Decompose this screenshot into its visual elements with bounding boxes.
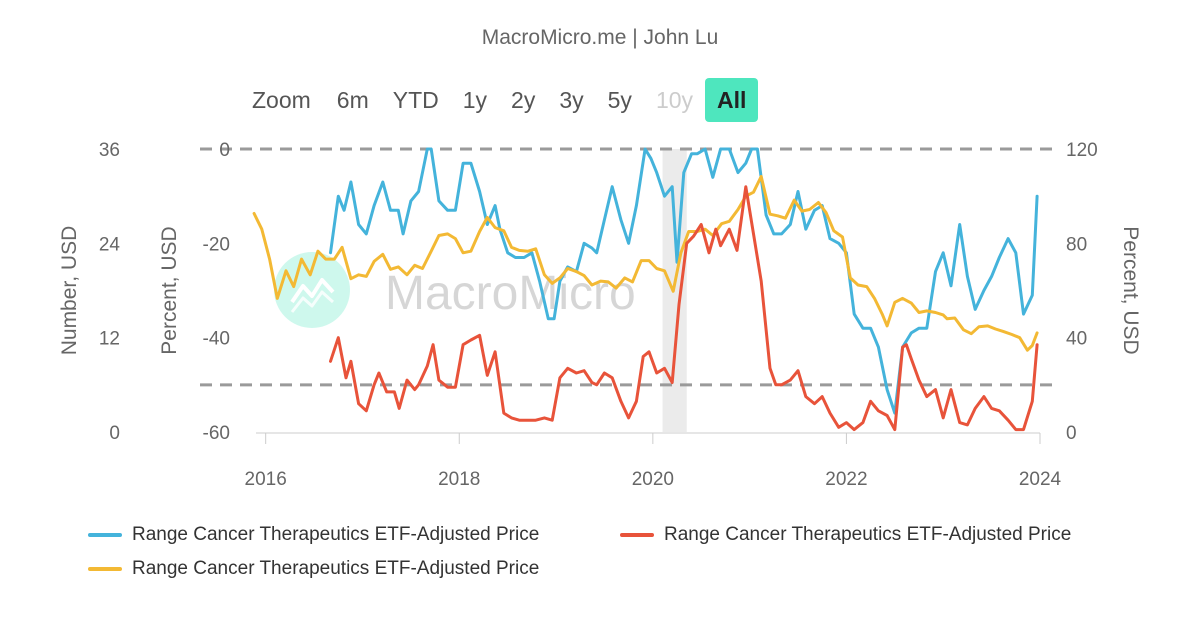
y-tick-percent-right-80: 80 (1066, 234, 1087, 255)
y-tick-number-24: 24 (99, 234, 121, 255)
watermark-logo-icon (274, 252, 350, 328)
legend-label-red: Range Cancer Therapeutics ETF-Adjusted P… (664, 524, 1072, 545)
series-line-red (329, 185, 1039, 432)
y-tick-percent-left--20: -20 (203, 234, 230, 255)
y-tick-percent-left-0: 0 (219, 140, 230, 161)
x-tick-label-2016: 2016 (245, 469, 287, 490)
zoom-6m-button[interactable]: 6m (336, 87, 369, 113)
line-chart: MacroMicro 2016 2018 2020 2022 2024 0 12 24 36 -6… (58, 140, 1142, 490)
zoom-3y-button[interactable]: 3y (559, 87, 584, 113)
axis-title-percent-right: Percent, USD (1119, 226, 1142, 354)
zoom-bar: Zoom 6m YTD 1y 2y 3y 5y 10y All (252, 78, 759, 122)
zoom-1y-button[interactable]: 1y (462, 87, 488, 113)
x-tick-label-2018: 2018 (438, 469, 480, 490)
watermark: MacroMicro (274, 252, 636, 328)
zoom-label: Zoom (252, 86, 311, 113)
y-tick-percent-right-0: 0 (1066, 423, 1077, 444)
legend-label-blue: Range Cancer Therapeutics ETF-Adjusted P… (132, 524, 540, 545)
y-tick-number-0: 0 (109, 423, 120, 444)
series-line-yellow (252, 175, 1039, 352)
legend-item-red[interactable]: Range Cancer Therapeutics ETF-Adjusted P… (620, 524, 1071, 546)
legend-label-yellow: Range Cancer Therapeutics ETF-Adjusted P… (132, 558, 540, 579)
watermark-text: MacroMicro (385, 267, 636, 320)
legend-swatch-blue (88, 533, 122, 537)
legend-item-blue[interactable]: Range Cancer Therapeutics ETF-Adjusted P… (88, 524, 539, 546)
zoom-all-button[interactable]: All (705, 78, 759, 122)
legend-item-yellow[interactable]: Range Cancer Therapeutics ETF-Adjusted P… (88, 558, 539, 580)
zoom-ytd-button[interactable]: YTD (392, 87, 439, 113)
legend-swatch-yellow (88, 567, 122, 571)
y-tick-percent-left--60: -60 (203, 423, 230, 444)
watermark-logo-line (290, 278, 335, 304)
zoom-5y-button[interactable]: 5y (607, 87, 632, 113)
axis-title-number: Number, USD (58, 226, 81, 356)
chart-credit: MacroMicro.me | John Lu (481, 26, 719, 49)
y-tick-percent-right-120: 120 (1066, 140, 1098, 161)
y-tick-number-36: 36 (99, 140, 120, 161)
y-tick-percent-right-40: 40 (1066, 329, 1087, 350)
axis-title-percent-left: Percent, USD (158, 226, 181, 354)
watermark-logo-line-2 (290, 290, 335, 313)
y-tick-percent-left--40: -40 (203, 329, 230, 350)
series-line-blue (329, 147, 1039, 415)
legend-swatch-red (620, 533, 654, 537)
zoom-2y-button[interactable]: 2y (511, 87, 536, 113)
x-tick-label-2022: 2022 (825, 469, 867, 490)
x-tick-label-2020: 2020 (632, 469, 674, 490)
zoom-10y-button: 10y (655, 87, 694, 113)
x-tick-label-2024: 2024 (1019, 469, 1062, 490)
y-tick-number-12: 12 (99, 329, 120, 350)
